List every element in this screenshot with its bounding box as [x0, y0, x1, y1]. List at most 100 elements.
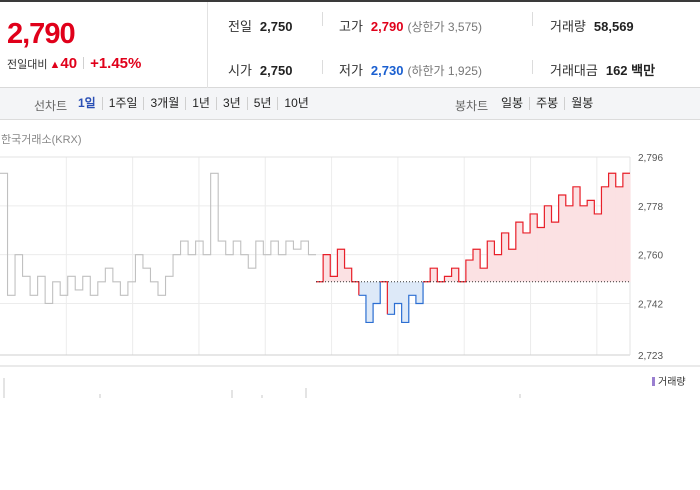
up-fill	[337, 249, 346, 282]
up-fill	[622, 173, 631, 282]
change-label: 전일대비	[7, 59, 48, 71]
chart-grid	[0, 156, 631, 356]
up-fill	[522, 232, 531, 282]
divider	[322, 12, 323, 26]
up-fill	[501, 232, 510, 282]
up-fill	[508, 249, 517, 282]
open-value: 2,750	[259, 63, 293, 78]
up-fill	[465, 260, 474, 282]
divider	[322, 60, 323, 74]
upper-limit: (상한가 3,575)	[407, 20, 482, 34]
up-fill	[580, 205, 588, 282]
y-tick-label: 2,760	[638, 251, 663, 262]
low-price: 저가 2,730 (하한가 1,925)	[339, 60, 482, 79]
volume-swatch	[652, 377, 655, 386]
lower-limit: (하한가 1,925)	[407, 64, 482, 78]
period-tab-10y[interactable]: 10년	[277, 97, 314, 110]
change-row: 전일대비 ▲40 +1.45%	[7, 55, 141, 72]
prev-day-line	[0, 172, 316, 305]
high-value: 2,790	[370, 19, 404, 34]
change-value: 40	[60, 55, 78, 72]
down-line	[358, 281, 381, 324]
amount-value: 162 백만	[605, 63, 656, 78]
down-fill	[373, 281, 381, 304]
amount-label: 거래대금	[550, 63, 598, 78]
period-tab-3y[interactable]: 3년	[215, 97, 247, 110]
y-tick-label: 2,723	[638, 351, 663, 362]
volume-value: 58,569	[593, 19, 634, 34]
triangle-up-icon: ▲	[49, 59, 61, 71]
down-fill	[387, 281, 396, 315]
up-line	[423, 172, 630, 283]
up-fill	[594, 213, 603, 282]
up-fill	[473, 249, 481, 282]
up-fill	[344, 268, 353, 282]
down-fill	[358, 281, 367, 296]
open-label: 시가	[228, 63, 252, 78]
up-fill	[537, 227, 545, 282]
divider	[532, 12, 533, 26]
volume-legend-label: 거래량	[658, 377, 686, 388]
volume-pane	[0, 365, 700, 398]
candle-tab-monthly[interactable]: 월봉	[564, 97, 599, 110]
y-tick-label: 2,742	[638, 299, 663, 310]
down-line	[387, 281, 424, 324]
up-fill	[323, 254, 331, 282]
up-fill	[494, 254, 503, 282]
current-price: 2,790	[7, 18, 76, 50]
y-axis: 2,796 2,778 2,760 2,742 2,723	[638, 153, 663, 362]
up-fill	[480, 268, 488, 282]
up-fill	[615, 186, 624, 282]
up-fill	[451, 268, 460, 282]
up-fill	[551, 222, 560, 282]
up-fill	[515, 222, 524, 282]
divider	[532, 60, 533, 74]
price-line-chart: 2,796 2,778 2,760 2,742 2,723	[0, 153, 700, 398]
up-fill	[558, 194, 567, 282]
period-tab-3m[interactable]: 3개월	[143, 97, 185, 110]
low-value: 2,730	[370, 63, 404, 78]
up-fill	[565, 205, 574, 282]
prev-close: 전일 2,750	[228, 16, 292, 35]
low-label: 저가	[339, 63, 363, 78]
price-box: 2,790 전일대비 ▲40 +1.45%	[0, 2, 208, 88]
up-fill	[330, 276, 339, 282]
volume-label: 거래량	[550, 19, 586, 34]
down-fill	[408, 281, 417, 296]
period-tab-1w[interactable]: 1주일	[101, 97, 144, 110]
volume: 거래량 58,569	[550, 16, 634, 35]
period-tab-5y[interactable]: 5년	[246, 97, 278, 110]
candle-chart-label: 봉차트	[455, 99, 489, 113]
up-fill	[587, 200, 595, 282]
volume-legend: 거래량	[652, 373, 686, 388]
period-tabs: 1일 1주일 3개월 1년 3년 5년 10년	[72, 97, 315, 110]
high-price: 고가 2,790 (상한가 3,575)	[339, 16, 482, 35]
down-fill	[415, 281, 424, 304]
change-rate: +1.45%	[90, 55, 142, 72]
prev-close-label: 전일	[228, 19, 252, 34]
trade-amount: 거래대금 162 백만	[550, 60, 655, 79]
candle-tabs: 일봉 주봉 월봉	[495, 97, 599, 110]
up-fill	[444, 276, 453, 282]
up-fill	[487, 241, 496, 282]
up-fill	[530, 213, 538, 282]
quote-summary: 2,790 전일대비 ▲40 +1.45% 전일 2,750 고가 2,790 (상한가 …	[0, 0, 700, 88]
open-price: 시가 2,750	[228, 60, 292, 79]
y-tick-label: 2,796	[638, 153, 663, 164]
candle-tab-daily[interactable]: 일봉	[501, 96, 524, 110]
down-fill	[394, 281, 403, 304]
up-fill	[601, 186, 610, 282]
candle-tab-weekly[interactable]: 주봉	[529, 97, 564, 110]
up-fill	[608, 173, 617, 282]
up-line	[380, 281, 388, 315]
up-fill	[430, 268, 438, 282]
down-fill	[401, 281, 410, 323]
up-fill	[544, 205, 553, 282]
prev-close-value: 2,750	[259, 19, 293, 34]
period-tab-1d[interactable]: 1일	[78, 96, 96, 110]
up-line	[316, 248, 360, 296]
chart-toolbar: 선차트 1일 1주일 3개월 1년 3년 5년 10년 봉차트 일봉 주봉 월봉	[0, 88, 700, 120]
down-fill	[365, 281, 374, 323]
line-chart-label: 선차트	[34, 99, 68, 113]
period-tab-1y[interactable]: 1년	[185, 97, 216, 110]
